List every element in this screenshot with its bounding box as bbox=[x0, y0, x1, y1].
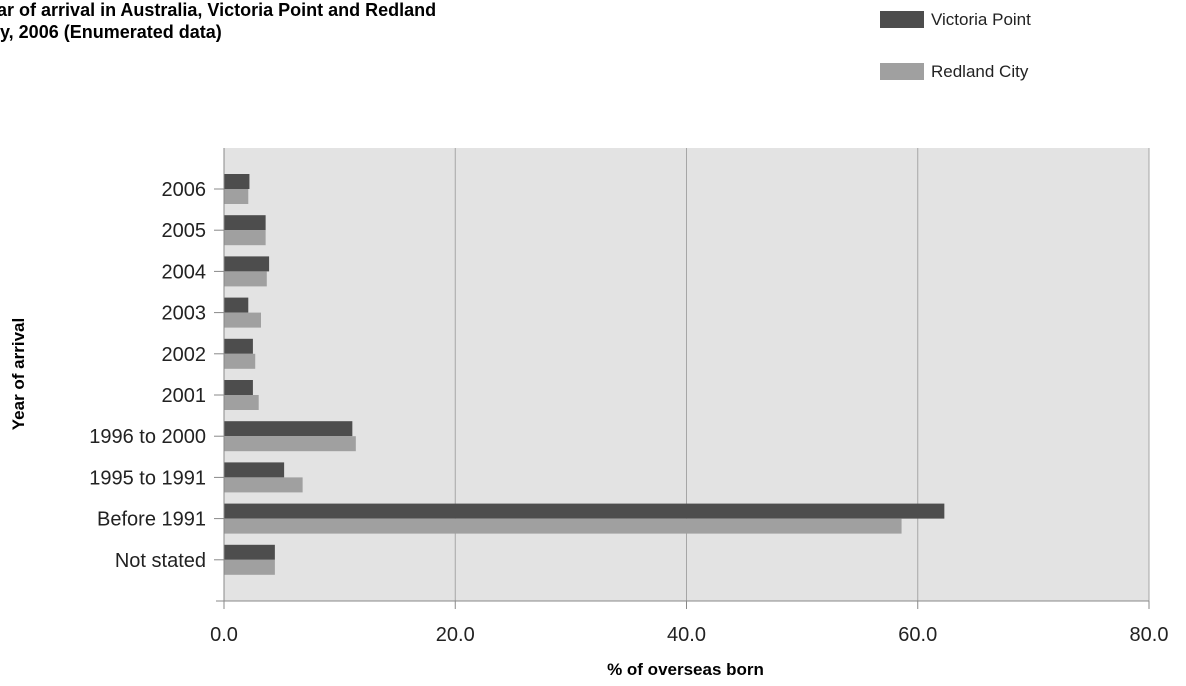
y-tick-label: Before 1991 bbox=[97, 509, 206, 531]
y-tick-label: 2005 bbox=[162, 220, 207, 242]
bar-redland-city bbox=[224, 477, 303, 493]
y-tick-label: 1996 to 2000 bbox=[89, 426, 206, 448]
bar-victoria-point bbox=[224, 256, 270, 272]
bar-victoria-point bbox=[224, 503, 945, 519]
bar-victoria-point bbox=[224, 380, 253, 395]
x-tick-label: 60.0 bbox=[898, 624, 937, 646]
bar-redland-city bbox=[224, 559, 275, 575]
chart-title-line: City, 2006 (Enumerated data) bbox=[0, 22, 222, 42]
y-tick-label: 1995 to 1991 bbox=[89, 467, 206, 489]
legend-swatch bbox=[880, 63, 924, 80]
chart-title: Year of arrival in Australia, Victoria P… bbox=[0, 0, 436, 42]
bar-victoria-point bbox=[224, 338, 253, 354]
bar-redland-city bbox=[224, 189, 249, 204]
bar-victoria-point bbox=[224, 297, 249, 313]
bar-redland-city bbox=[224, 312, 261, 328]
legend-swatch bbox=[880, 11, 924, 28]
y-tick-label: 2004 bbox=[162, 261, 207, 283]
x-axis-label: % of overseas born bbox=[607, 660, 764, 679]
y-tick-label: 2001 bbox=[162, 385, 207, 407]
y-tick-label: Not stated bbox=[115, 550, 206, 572]
bar-victoria-point bbox=[224, 215, 266, 231]
bar-redland-city bbox=[224, 518, 902, 534]
y-tick-label: 2006 bbox=[162, 179, 207, 201]
x-tick-label: 20.0 bbox=[436, 624, 475, 646]
y-tick-label: 2002 bbox=[162, 344, 207, 366]
x-tick-label: 0.0 bbox=[210, 624, 238, 646]
x-tick-label: 40.0 bbox=[667, 624, 706, 646]
x-tick-label: 80.0 bbox=[1130, 624, 1169, 646]
axes: 2006 2005 2004 2003 2002 2001 1996 to 2000 1995… bbox=[9, 148, 1168, 679]
y-axis-label: Year of arrival bbox=[9, 318, 28, 430]
legend-label: Victoria Point bbox=[931, 10, 1031, 29]
bar-victoria-point bbox=[224, 174, 250, 189]
bar-redland-city bbox=[224, 353, 256, 369]
plot-area bbox=[224, 148, 1150, 601]
legend-label: Redland City bbox=[931, 62, 1029, 81]
y-tick-label: 2003 bbox=[162, 303, 207, 325]
chart-title-line: Year of arrival in Australia, Victoria P… bbox=[0, 0, 436, 20]
legend: Victoria Point Redland City bbox=[880, 10, 1031, 81]
bar-redland-city bbox=[224, 230, 266, 246]
bar-victoria-point bbox=[224, 544, 275, 560]
bar-redland-city bbox=[224, 395, 259, 410]
bar-victoria-point bbox=[224, 421, 353, 437]
bar-victoria-point bbox=[224, 462, 285, 478]
bar-redland-city bbox=[224, 436, 356, 452]
bar-redland-city bbox=[224, 271, 267, 287]
